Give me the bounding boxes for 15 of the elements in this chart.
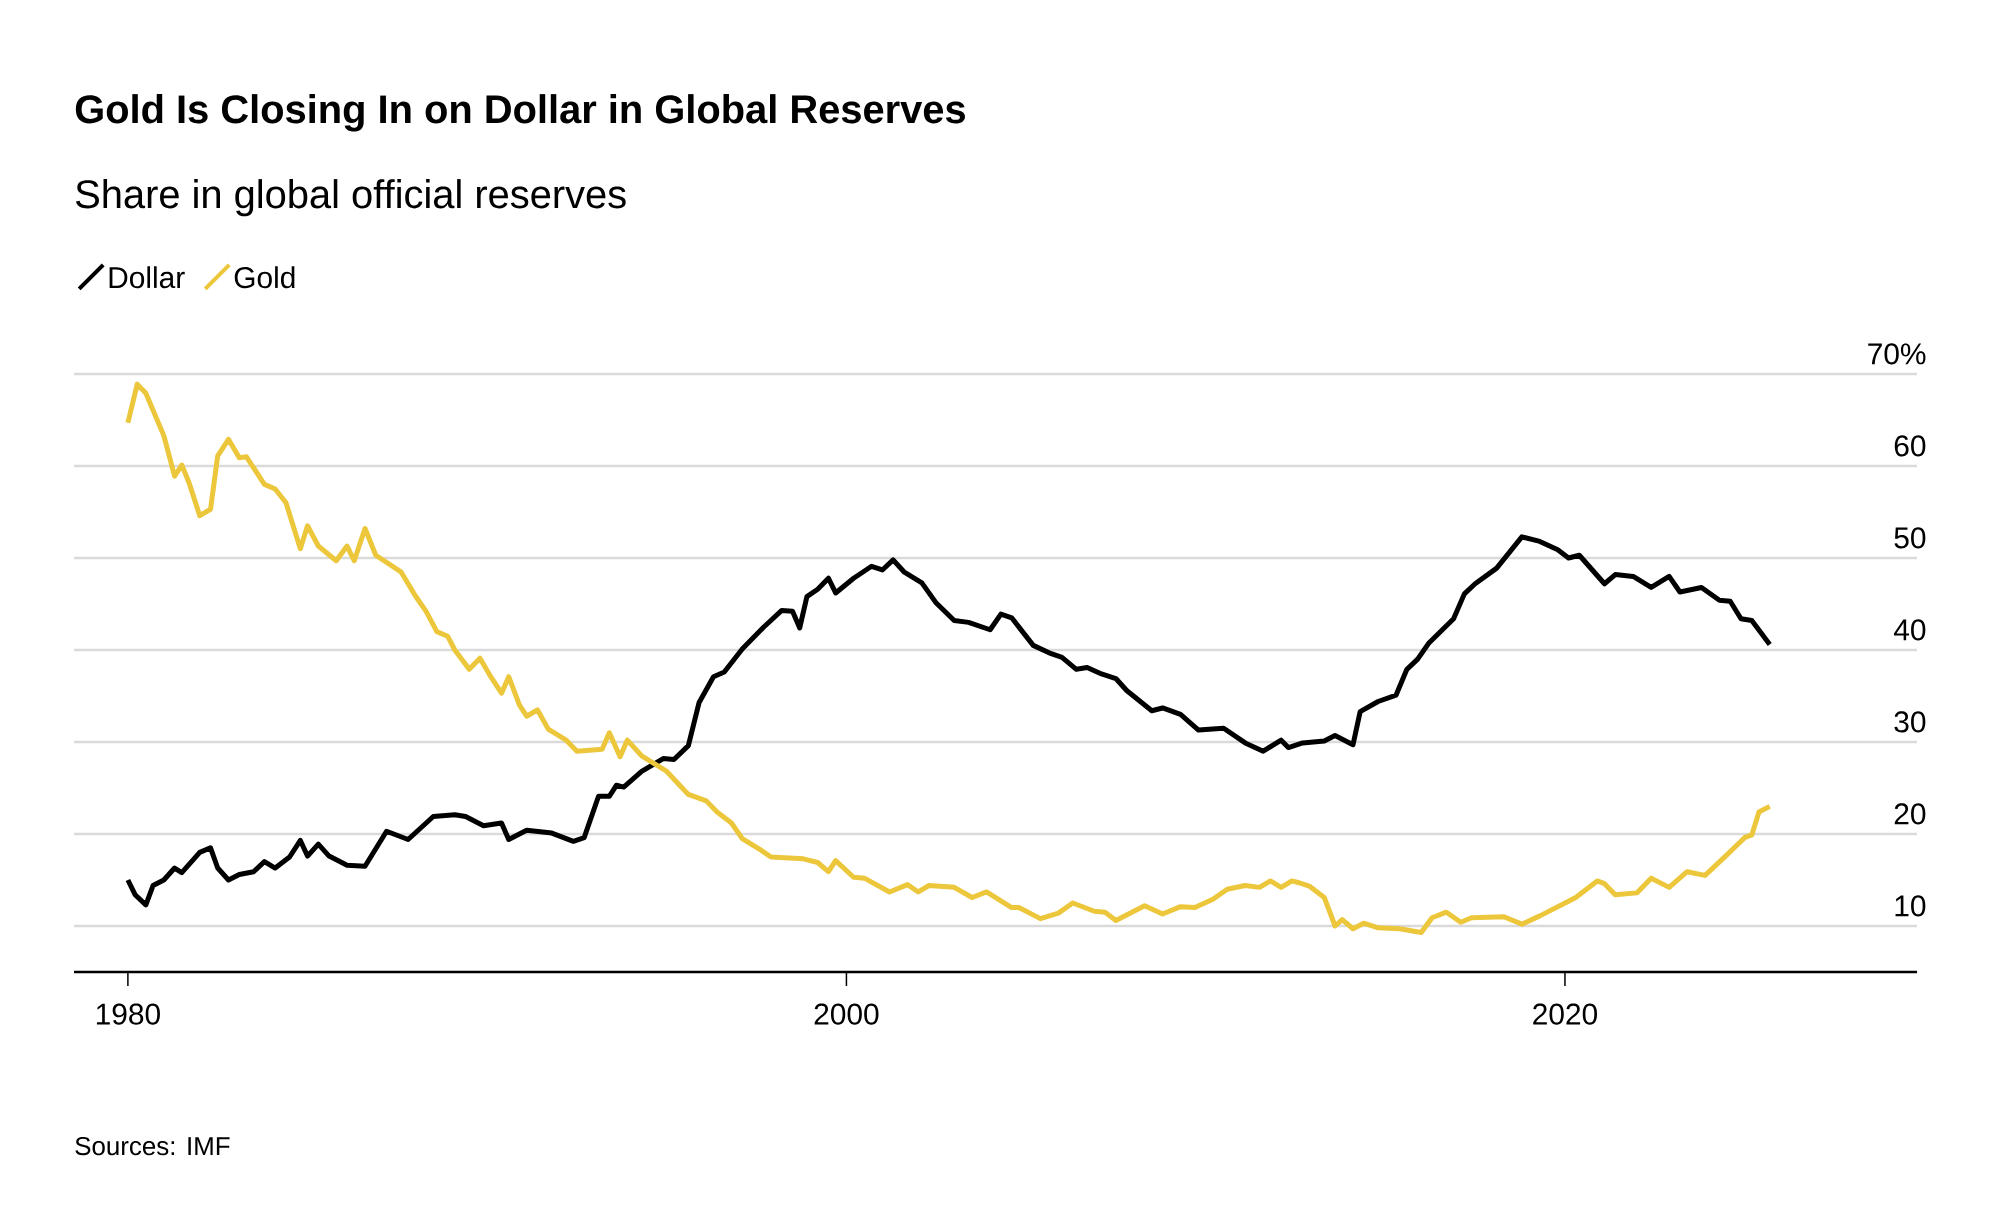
y-tick-label: 70% bbox=[1868, 343, 1926, 365]
source-note: Sources: IMF bbox=[75, 1136, 230, 1156]
chart-subtitle: Share in global official reserves bbox=[76, 179, 626, 217]
legend-label: Dollar bbox=[109, 266, 185, 289]
legend-label: Gold bbox=[234, 266, 295, 289]
y-tick-label: 50 bbox=[1894, 527, 1926, 549]
chart-title: Gold Is Closing In on Dollar in Global Reserves bbox=[75, 94, 965, 132]
y-tick-label: 30 bbox=[1894, 711, 1926, 733]
x-tick-label: 2000 bbox=[814, 1003, 879, 1025]
x-tick-label: 2020 bbox=[1533, 1003, 1598, 1025]
y-tick-label: 60 bbox=[1894, 435, 1926, 457]
y-tick-label: 10 bbox=[1895, 895, 1926, 917]
y-tick-label: 40 bbox=[1893, 619, 1926, 641]
x-tick-label: 1980 bbox=[96, 1003, 160, 1025]
y-tick-label: 20 bbox=[1894, 803, 1926, 825]
